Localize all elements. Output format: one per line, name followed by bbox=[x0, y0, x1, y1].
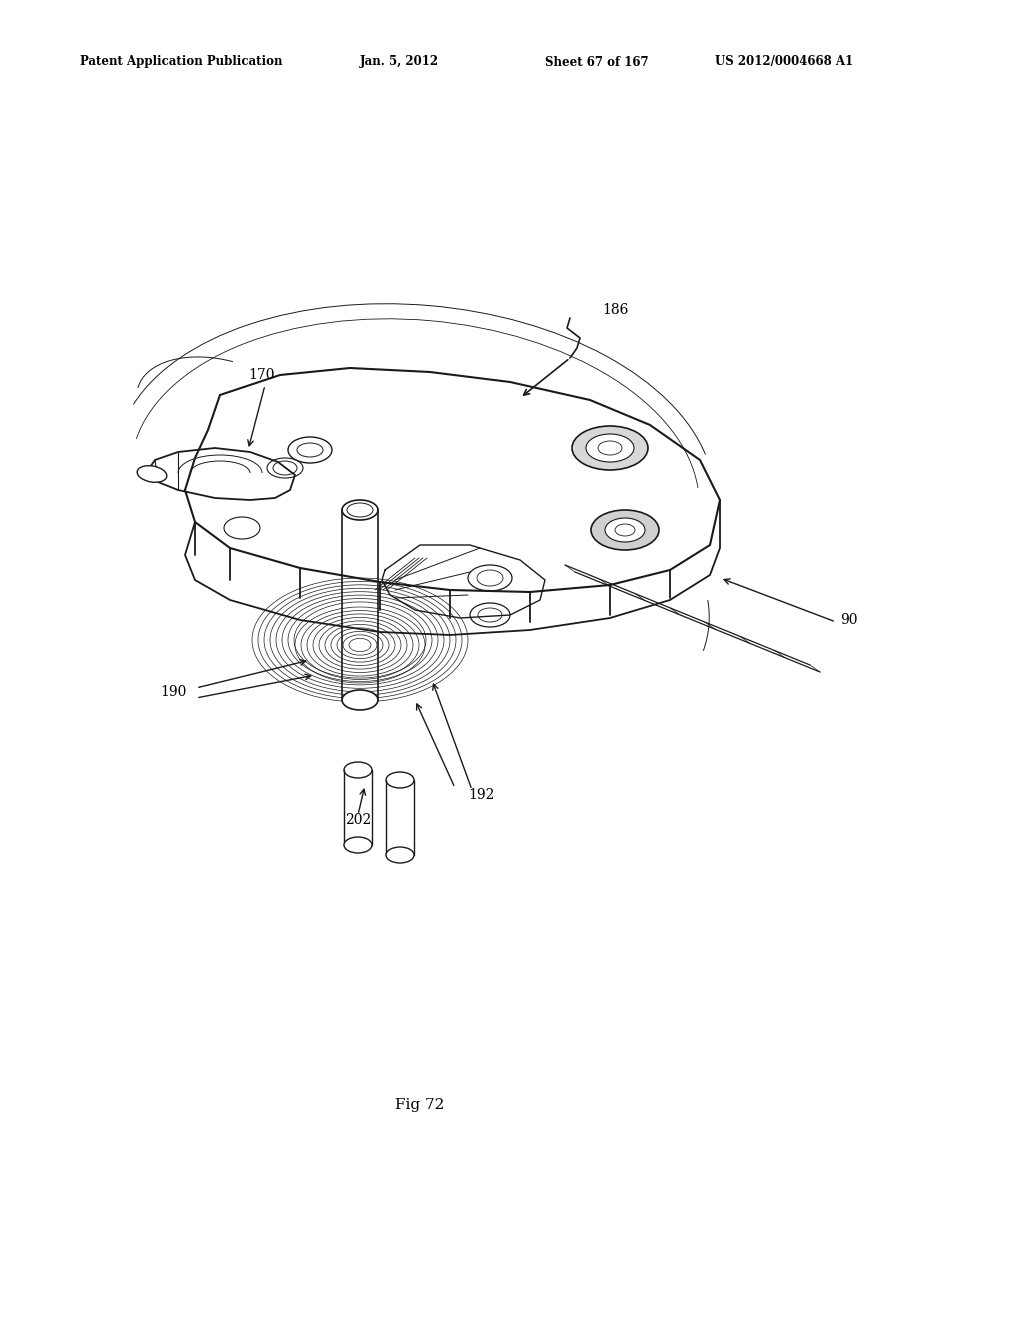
Ellipse shape bbox=[344, 762, 372, 777]
Text: US 2012/0004668 A1: US 2012/0004668 A1 bbox=[715, 55, 853, 69]
Text: 202: 202 bbox=[345, 813, 371, 828]
Ellipse shape bbox=[386, 847, 414, 863]
Ellipse shape bbox=[572, 426, 648, 470]
Text: Jan. 5, 2012: Jan. 5, 2012 bbox=[360, 55, 439, 69]
Text: 186: 186 bbox=[602, 304, 629, 317]
Ellipse shape bbox=[342, 690, 378, 710]
Ellipse shape bbox=[137, 466, 167, 482]
Ellipse shape bbox=[342, 500, 378, 520]
Text: Fig 72: Fig 72 bbox=[395, 1098, 444, 1111]
Ellipse shape bbox=[386, 772, 414, 788]
Ellipse shape bbox=[344, 837, 372, 853]
Text: 90: 90 bbox=[840, 612, 857, 627]
Ellipse shape bbox=[297, 444, 323, 457]
Text: Sheet 67 of 167: Sheet 67 of 167 bbox=[545, 55, 648, 69]
Text: 190: 190 bbox=[160, 685, 186, 700]
Text: 192: 192 bbox=[468, 788, 495, 803]
Ellipse shape bbox=[591, 510, 659, 550]
Ellipse shape bbox=[288, 437, 332, 463]
Ellipse shape bbox=[586, 434, 634, 462]
Ellipse shape bbox=[605, 517, 645, 543]
Text: 170: 170 bbox=[248, 368, 274, 381]
Text: Patent Application Publication: Patent Application Publication bbox=[80, 55, 283, 69]
